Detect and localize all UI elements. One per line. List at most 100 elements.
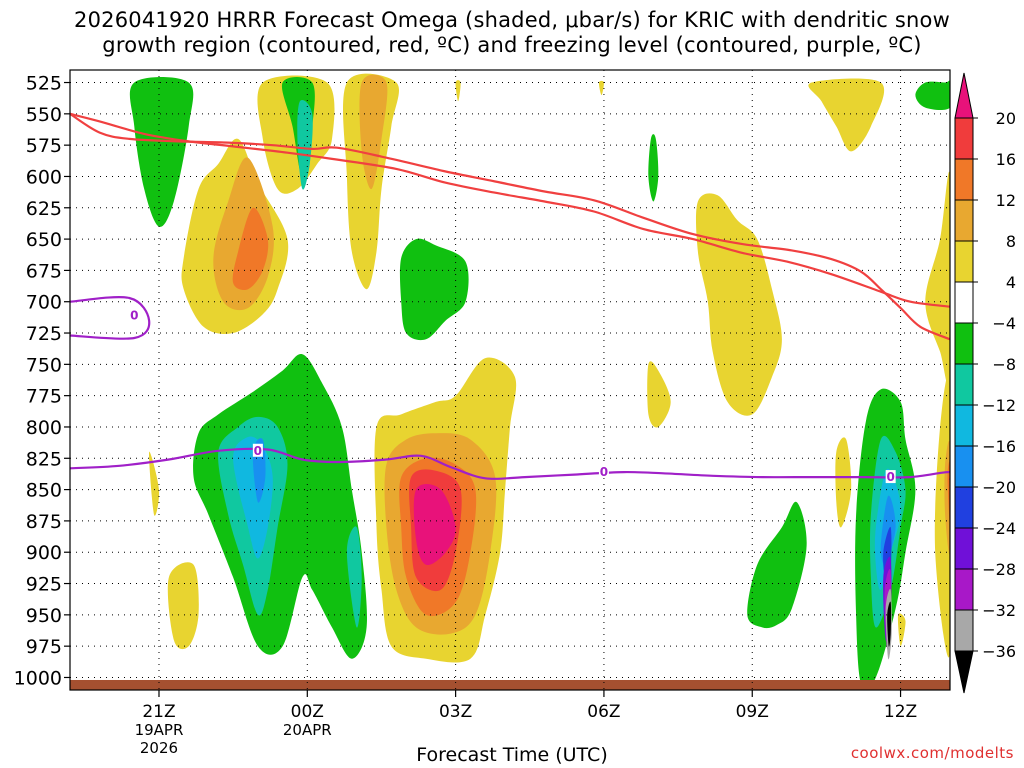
freezing-level-contour-closed xyxy=(70,296,151,340)
chart-title-line-2: growth region (contoured, red, ºC) and f… xyxy=(102,33,922,57)
omega-region-magenta-center-low xyxy=(413,484,456,566)
colorbar-swatch xyxy=(954,609,974,652)
colorbar-swatch xyxy=(954,527,974,570)
omega-region-gold-top-2 xyxy=(359,74,388,190)
x-tick-year: 2026 xyxy=(140,739,178,757)
y-tick-label: 800 xyxy=(26,417,62,439)
omega-region-yellow-right-mid xyxy=(925,171,950,387)
freezing-level-label: 0 xyxy=(600,465,608,479)
y-tick-label: 925 xyxy=(26,574,62,596)
omega-shading xyxy=(70,73,950,690)
terrain-strip xyxy=(70,679,950,690)
omega-region-yellow-mid-2 xyxy=(647,361,671,428)
x-tick-date: 20APR xyxy=(283,721,332,739)
contour-label-bg xyxy=(885,470,896,484)
y-tick-label: 525 xyxy=(26,73,62,95)
colorbar-label: −24 xyxy=(982,519,1016,538)
colorbar-label: 8 xyxy=(1006,232,1016,251)
colorbar-swatch xyxy=(954,486,974,529)
x-tick-label: 03Z xyxy=(439,702,472,722)
colorbar-cap-top xyxy=(954,72,974,119)
y-tick-label: 750 xyxy=(26,354,62,376)
freezing-level-label: 0 xyxy=(254,444,262,458)
y-tick-label: 775 xyxy=(26,386,62,408)
colorbar-cap-bottom xyxy=(954,650,974,694)
omega-region-yellow-mid-1 xyxy=(695,193,782,416)
x-tick-label: 06Z xyxy=(587,702,620,722)
omega-region-yellow-top-3 xyxy=(455,80,461,102)
x-axis-title: Forecast Time (UTC) xyxy=(416,744,608,766)
omega-region-green-mid-2 xyxy=(648,134,659,202)
colorbar-label: −4 xyxy=(992,314,1016,333)
colorbar: 20 16 12 8 4 −4 −8 −12 −16 −20 −24 −28 −32 −36 xyxy=(954,72,1016,694)
colorbar-swatch xyxy=(954,117,974,160)
omega-region-green-mid-1 xyxy=(399,238,469,341)
y-tick-label: 625 xyxy=(26,198,62,220)
y-tick-label: 575 xyxy=(26,135,62,157)
omega-region-yellow-small-4 xyxy=(897,613,906,647)
omega-region-green-upper-left xyxy=(129,77,194,227)
chart-title-line-1: 2026041920 HRRR Forecast Omega (shaded, … xyxy=(74,8,950,32)
contour-lines: 0 0 0 0 xyxy=(70,112,950,484)
colorbar-swatch xyxy=(954,281,974,324)
contour-label-bg xyxy=(598,465,609,479)
freezing-level-label: 0 xyxy=(130,308,138,322)
y-tick-label: 825 xyxy=(26,448,62,470)
colorbar-swatch xyxy=(954,568,974,611)
y-tick-label: 875 xyxy=(26,511,62,533)
omega-region-yellow-small-2 xyxy=(167,562,199,650)
colorbar-label: 16 xyxy=(996,150,1016,169)
colorbar-label: 20 xyxy=(996,109,1016,128)
y-tick-label: 600 xyxy=(26,166,62,188)
y-tick-label: 550 xyxy=(26,104,62,126)
omega-region-teal-top-1 xyxy=(297,99,313,190)
colorbar-label: −20 xyxy=(982,478,1016,497)
colorbar-swatch xyxy=(954,240,974,283)
colorbar-swatch xyxy=(954,199,974,242)
omega-region-yellow-top-4 xyxy=(598,80,604,96)
y-tick-label: 725 xyxy=(26,323,62,345)
omega-region-orange-right-low xyxy=(947,461,950,528)
colorbar-swatch xyxy=(954,404,974,447)
colorbar-label: −8 xyxy=(992,355,1016,374)
y-tick-label: 975 xyxy=(26,636,62,658)
axes: 525 550 575 600 625 650 675 700 725 750 775 800 825 8… xyxy=(14,69,951,757)
y-tick-label: 900 xyxy=(26,542,62,564)
colorbar-label: −28 xyxy=(982,560,1016,579)
gridlines xyxy=(70,70,950,690)
y-tick-label: 950 xyxy=(26,605,62,627)
omega-region-orange-left-high xyxy=(232,207,269,290)
colorbar-label: 12 xyxy=(996,191,1016,210)
contour-label-bg xyxy=(252,443,263,457)
colorbar-label: −36 xyxy=(982,642,1016,661)
y-tick-label: 675 xyxy=(26,260,62,282)
x-tick-label: 12Z xyxy=(884,702,917,722)
y-tick-label: 850 xyxy=(26,480,62,502)
omega-region-green-right-high xyxy=(915,80,950,110)
colorbar-label: −32 xyxy=(982,601,1016,620)
colorbar-label: 4 xyxy=(1006,273,1016,292)
omega-region-teal-low-2 xyxy=(346,526,362,628)
y-tick-label: 650 xyxy=(26,229,62,251)
colorbar-swatch xyxy=(954,322,974,365)
omega-region-yellow-small-1 xyxy=(148,451,160,516)
colorbar-swatch xyxy=(954,158,974,201)
plot-frame xyxy=(69,69,951,691)
x-tick-label: 00Z xyxy=(291,702,324,722)
contour-label-bg xyxy=(129,308,140,322)
colorbar-label: −12 xyxy=(982,396,1016,415)
colorbar-swatch xyxy=(954,445,974,488)
credit-link[interactable]: coolwx.com/modelts xyxy=(850,744,1014,762)
x-tick-date: 19APR xyxy=(135,721,184,739)
omega-region-yellow-small-3 xyxy=(835,437,852,528)
colorbar-label: −16 xyxy=(982,437,1016,456)
freezing-level-label: 0 xyxy=(886,470,894,484)
y-tick-label: 1000 xyxy=(14,667,62,689)
y-tick-label: 700 xyxy=(26,292,62,314)
x-tick-label: 21Z xyxy=(142,702,175,722)
x-tick-label: 09Z xyxy=(736,702,769,722)
freezing-level-contour xyxy=(70,447,950,481)
dgz-lower-contour xyxy=(70,112,950,341)
omega-region-yellow-right-low xyxy=(934,375,950,658)
